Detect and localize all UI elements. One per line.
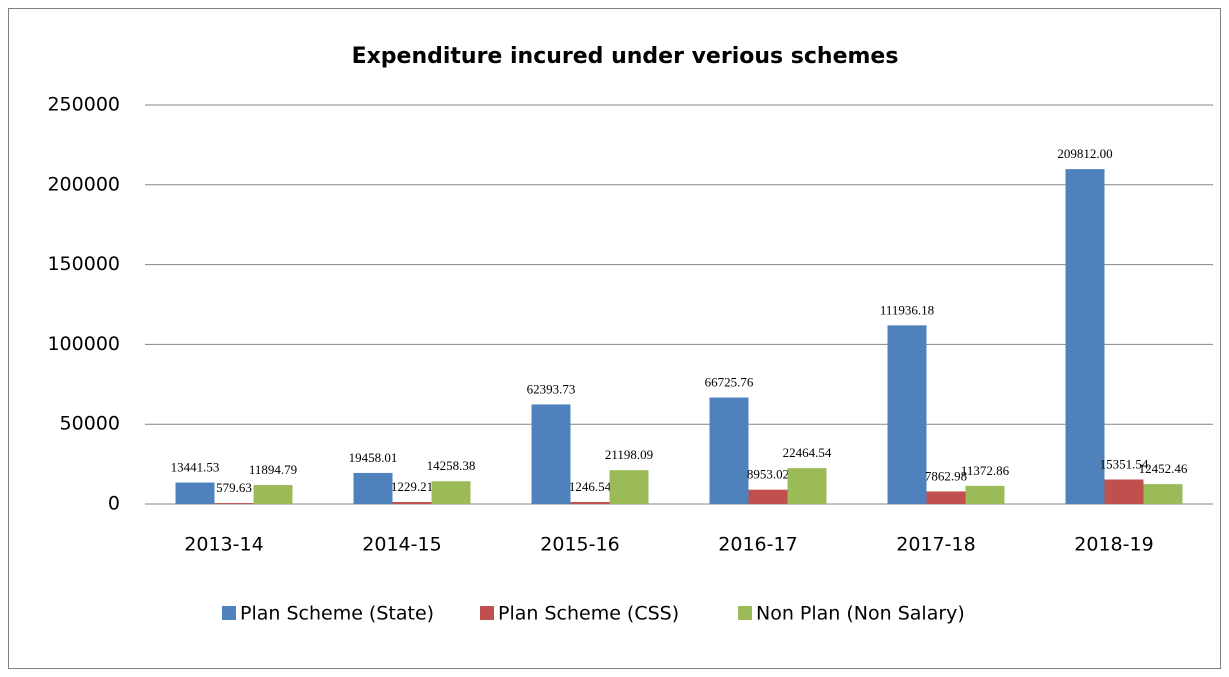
- bar: [392, 502, 432, 504]
- x-tick-label: 2018-19: [1074, 534, 1153, 556]
- x-tick-label: 2017-18: [896, 534, 975, 556]
- legend-swatch: [738, 606, 752, 620]
- data-label: 19458.01: [349, 450, 398, 465]
- legend-label: Non Plan (Non Salary): [756, 603, 965, 625]
- data-label: 15351.54: [1100, 456, 1149, 471]
- bar: [353, 472, 393, 504]
- x-tick-label: 2015-16: [540, 534, 619, 556]
- chart-frame: [8, 8, 1221, 669]
- bar: [431, 481, 471, 504]
- data-label: 22464.54: [783, 445, 832, 460]
- data-label: 579.63: [216, 480, 252, 495]
- x-tick-label: 2014-15: [362, 534, 441, 556]
- bar: [1143, 484, 1183, 504]
- data-label: 11894.79: [249, 462, 297, 477]
- data-label: 111936.18: [880, 302, 934, 317]
- y-tick-label: 200000: [47, 173, 120, 195]
- bar: [887, 325, 927, 504]
- bar: [214, 503, 254, 504]
- bar: [1104, 479, 1144, 504]
- bar: [787, 468, 827, 504]
- chart-title: Expenditure incured under verious scheme…: [352, 44, 899, 69]
- bar: [748, 489, 788, 504]
- bar: [175, 482, 215, 504]
- data-label: 8953.02: [747, 467, 789, 482]
- data-label: 13441.53: [171, 460, 220, 475]
- bar: [926, 491, 966, 504]
- legend-label: Plan Scheme (CSS): [498, 603, 679, 625]
- data-label: 14258.38: [427, 458, 476, 473]
- data-label: 11372.86: [961, 463, 1010, 478]
- y-tick-label: 0: [108, 493, 120, 515]
- x-tick-label: 2016-17: [718, 534, 797, 556]
- bar: [531, 404, 571, 504]
- y-tick-label: 100000: [47, 333, 120, 355]
- data-label: 209812.00: [1057, 146, 1112, 161]
- data-label: 7862.98: [925, 468, 967, 483]
- bar: [965, 485, 1005, 504]
- x-tick-label: 2013-14: [184, 534, 263, 556]
- data-label: 1229.21: [391, 479, 433, 494]
- data-label: 21198.09: [605, 447, 653, 462]
- bar: [609, 470, 649, 504]
- data-label: 1246.54: [569, 479, 612, 494]
- data-label: 62393.73: [527, 381, 576, 396]
- data-label: 66725.76: [705, 374, 754, 389]
- data-label: 12452.46: [1139, 461, 1188, 476]
- legend-swatch: [480, 606, 494, 620]
- legend-swatch: [222, 606, 236, 620]
- bar: [709, 397, 749, 504]
- y-tick-label: 150000: [47, 253, 120, 275]
- bar: [570, 502, 610, 504]
- bar: [253, 485, 293, 504]
- y-tick-label: 50000: [60, 413, 120, 435]
- legend-label: Plan Scheme (State): [240, 603, 434, 625]
- y-tick-label: 250000: [47, 94, 120, 116]
- bar: [1065, 169, 1105, 504]
